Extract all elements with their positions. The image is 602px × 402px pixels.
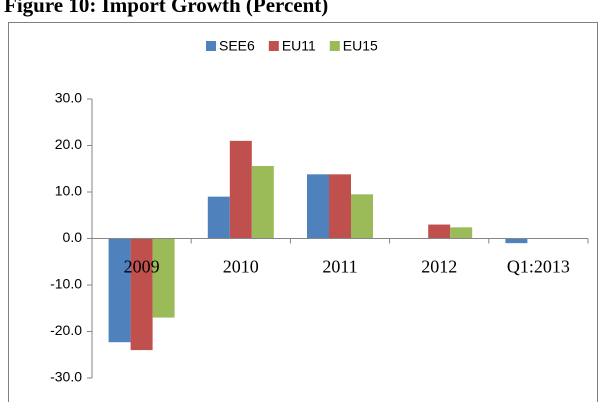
- x-tick-label: 2011: [322, 257, 357, 277]
- bar: [351, 194, 373, 239]
- bar: [450, 227, 473, 239]
- legend-swatch: [329, 41, 340, 51]
- y-tick-label: 20.0: [55, 136, 82, 152]
- chart-border: [8, 22, 598, 402]
- bar: [307, 174, 329, 239]
- legend-label: EU15: [343, 38, 378, 54]
- bar: [329, 174, 351, 239]
- bar: [505, 238, 528, 244]
- x-tick-label: Q1:2013: [507, 257, 570, 277]
- x-tick-label: 2012: [421, 257, 457, 277]
- bar: [207, 196, 230, 239]
- bar: [130, 238, 153, 351]
- legend-swatch: [268, 41, 279, 51]
- y-tick-label: 10.0: [55, 183, 82, 199]
- x-tick-label: 2010: [223, 257, 259, 277]
- legend-label: EU11: [282, 38, 316, 54]
- y-tick-label: -20.0: [50, 322, 82, 338]
- y-tick-label: 0.0: [63, 229, 83, 245]
- x-tick-label: 2009: [124, 257, 160, 277]
- y-tick-label: -30.0: [50, 369, 82, 385]
- y-tick-label: 30.0: [55, 90, 82, 106]
- bar: [251, 165, 274, 239]
- title-background: [0, 0, 602, 20]
- bar: [428, 224, 451, 239]
- legend-swatch: [206, 41, 216, 51]
- legend-label: SEE6: [219, 38, 255, 54]
- y-tick-label: -10.0: [50, 276, 82, 292]
- bar: [108, 238, 131, 343]
- chart-title: Figure 10: Import Growth (Percent): [4, 0, 328, 17]
- bar: [152, 238, 175, 318]
- bar: [229, 140, 252, 239]
